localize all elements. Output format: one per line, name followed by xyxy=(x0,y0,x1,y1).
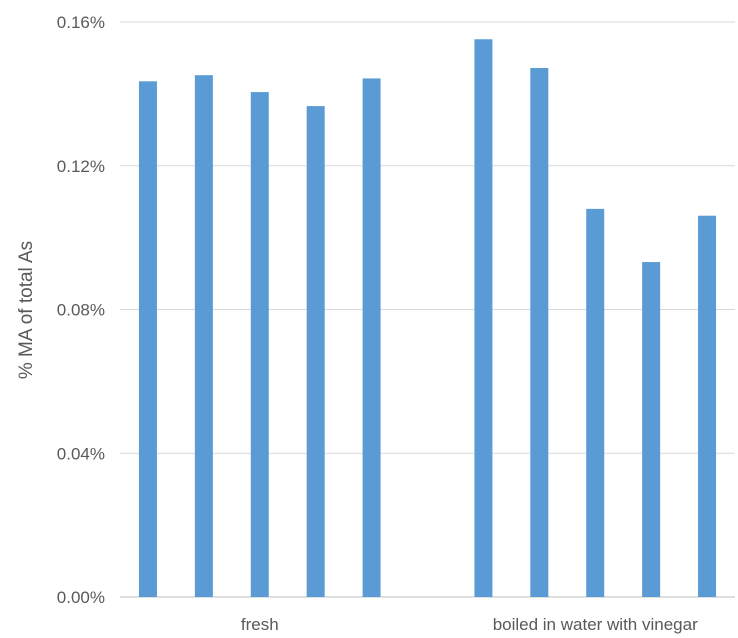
bar-boiled-4 xyxy=(642,262,661,597)
gridlines xyxy=(120,21,735,598)
x-category-label: fresh xyxy=(241,615,279,634)
y-axis-tick-labels: 0.00% 0.04% 0.08% 0.12% 0.16% xyxy=(57,13,105,607)
bar-fresh-1 xyxy=(138,81,157,597)
x-axis-category-labels: fresh boiled in water with vinegar xyxy=(241,615,698,634)
bar-boiled-5 xyxy=(698,215,717,597)
bar-fresh-2 xyxy=(194,75,213,597)
y-tick-label: 0.00% xyxy=(57,588,105,607)
bar-boiled-1 xyxy=(474,39,493,597)
y-tick-label: 0.04% xyxy=(57,444,105,463)
y-axis-title: % MA of total As xyxy=(16,241,37,379)
y-tick-label: 0.08% xyxy=(57,301,105,320)
bars xyxy=(138,39,717,597)
x-category-label: boiled in water with vinegar xyxy=(493,615,698,634)
bar-boiled-3 xyxy=(586,208,605,597)
y-tick-label: 0.16% xyxy=(57,13,105,32)
bar-fresh-5 xyxy=(362,78,381,597)
bar-fresh-3 xyxy=(250,92,269,597)
bar-fresh-4 xyxy=(306,106,325,597)
bar-boiled-2 xyxy=(530,68,549,597)
y-tick-label: 0.12% xyxy=(57,157,105,176)
